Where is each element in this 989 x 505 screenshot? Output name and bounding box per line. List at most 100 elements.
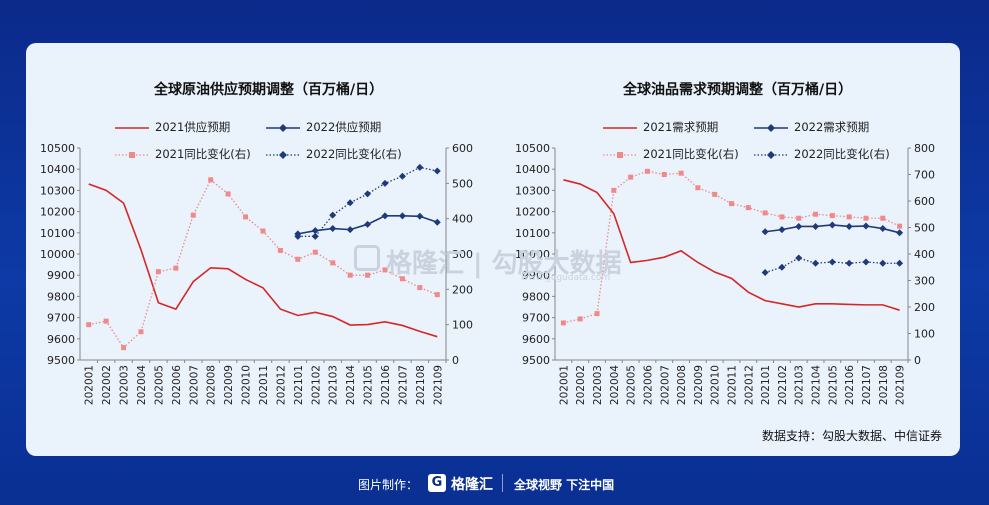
data-point xyxy=(695,185,701,191)
left-tick-label: 10400 xyxy=(40,163,75,176)
data-point xyxy=(381,179,389,187)
x-tick-label: 202102 xyxy=(310,365,322,405)
data-point xyxy=(277,247,283,253)
data-point xyxy=(311,227,319,235)
right-tick-label: 300 xyxy=(914,275,935,288)
series-line-1 xyxy=(563,179,900,311)
x-tick-label: 202109 xyxy=(432,365,444,405)
right-tick-label: 0 xyxy=(452,354,459,367)
chart1-legend-3: 2021同比变化(右) xyxy=(115,146,251,162)
footer-slogan: 全球视野 下注中国 xyxy=(514,478,615,492)
data-point xyxy=(812,259,820,267)
data-point xyxy=(329,211,337,219)
data-point xyxy=(173,265,179,271)
data-point xyxy=(208,177,214,183)
watermark-logo-icon xyxy=(354,245,380,271)
charts-canvas: 9500960097009800990010000101001020010300… xyxy=(40,142,935,405)
data-point xyxy=(346,199,354,207)
data-point xyxy=(577,316,583,322)
legend-label: 2021需求预期 xyxy=(643,120,719,134)
left-tick-label: 10000 xyxy=(515,248,550,261)
x-tick-label: 202012 xyxy=(275,365,287,405)
x-tick-label: 202107 xyxy=(397,365,409,405)
x-tick-label: 202008 xyxy=(676,365,688,405)
data-point xyxy=(417,285,423,291)
data-point xyxy=(796,215,802,221)
data-point xyxy=(828,221,836,229)
right-tick-label: 600 xyxy=(452,142,473,155)
legend-diamond-line-icon xyxy=(754,123,788,132)
data-point xyxy=(346,226,354,234)
x-tick-label: 202008 xyxy=(206,365,218,405)
data-point xyxy=(416,163,424,171)
right-tick-label: 200 xyxy=(452,283,473,296)
x-tick-label: 202105 xyxy=(827,365,839,405)
data-point xyxy=(678,170,684,176)
left-tick-label: 10200 xyxy=(515,206,550,219)
x-tick-label: 202001 xyxy=(558,365,570,405)
right-tick-label: 500 xyxy=(914,222,935,235)
legend-label: 2021同比变化(右) xyxy=(155,147,251,161)
legend-dotted-diamond-icon xyxy=(266,150,300,159)
left-tick-label: 9500 xyxy=(47,354,75,367)
x-tick-label: 202105 xyxy=(363,365,375,405)
left-tick-label: 10000 xyxy=(40,248,75,261)
watermark-url: www.gogudata.com xyxy=(521,273,611,283)
x-tick-label: 202103 xyxy=(794,365,806,405)
legend-label: 2022同比变化(右) xyxy=(794,147,890,161)
legend-label: 2021供应预期 xyxy=(155,120,231,134)
data-point xyxy=(729,201,734,207)
data-point xyxy=(416,212,424,220)
series-line-1 xyxy=(88,183,438,338)
data-point xyxy=(155,269,161,275)
data-point xyxy=(845,259,853,267)
left-tick-label: 10200 xyxy=(40,206,75,219)
data-source: 数据支持：勾股大数据、中信证券 xyxy=(761,429,942,443)
data-point xyxy=(896,259,904,267)
x-tick-label: 202101 xyxy=(760,365,772,405)
data-point xyxy=(243,214,249,220)
x-tick-label: 202104 xyxy=(345,365,357,405)
data-point xyxy=(433,167,441,175)
left-tick-label: 10400 xyxy=(515,163,550,176)
data-point xyxy=(398,212,406,220)
data-point xyxy=(312,249,318,255)
x-tick-label: 202011 xyxy=(258,365,270,405)
chart2-legend-2: 2022需求预期 xyxy=(754,119,869,135)
data-point xyxy=(311,232,319,240)
x-tick-label: 202003 xyxy=(119,365,131,405)
x-tick-label: 202003 xyxy=(592,365,604,405)
right-tick-label: 100 xyxy=(914,328,935,341)
x-tick-label: 202007 xyxy=(188,365,200,405)
x-tick-label: 202106 xyxy=(380,365,392,405)
x-tick-label: 202005 xyxy=(626,365,638,405)
chart2-legend-1: 2021需求预期 xyxy=(603,119,718,135)
data-point xyxy=(399,276,405,282)
data-point xyxy=(121,345,127,351)
legend-dotted-diamond-icon xyxy=(754,150,788,159)
x-tick-label: 202103 xyxy=(328,365,340,405)
x-tick-label: 202102 xyxy=(777,365,789,405)
data-point xyxy=(761,228,769,236)
data-point xyxy=(364,190,372,198)
data-point xyxy=(329,225,337,233)
x-tick-label: 202010 xyxy=(241,365,253,405)
chart1-legend-2: 2022供应预期 xyxy=(266,119,381,135)
x-tick-label: 202006 xyxy=(642,365,654,405)
data-point xyxy=(628,174,634,180)
footer-made-by: 图片制作： xyxy=(358,478,419,492)
data-point xyxy=(381,212,389,220)
legend-label: 2022同比变化(右) xyxy=(306,147,402,161)
data-point xyxy=(862,258,870,266)
right-tick-label: 400 xyxy=(914,248,935,261)
right-tick-label: 700 xyxy=(914,169,935,182)
right-tick-label: 500 xyxy=(452,177,473,190)
data-point xyxy=(778,263,786,271)
x-tick-label: 202007 xyxy=(659,365,671,405)
data-point xyxy=(330,260,336,266)
data-point xyxy=(365,272,371,278)
left-tick-label: 9600 xyxy=(522,333,550,346)
left-tick-label: 10500 xyxy=(515,142,550,155)
legend-label: 2021同比变化(右) xyxy=(643,147,739,161)
legend-line-icon xyxy=(115,126,149,129)
